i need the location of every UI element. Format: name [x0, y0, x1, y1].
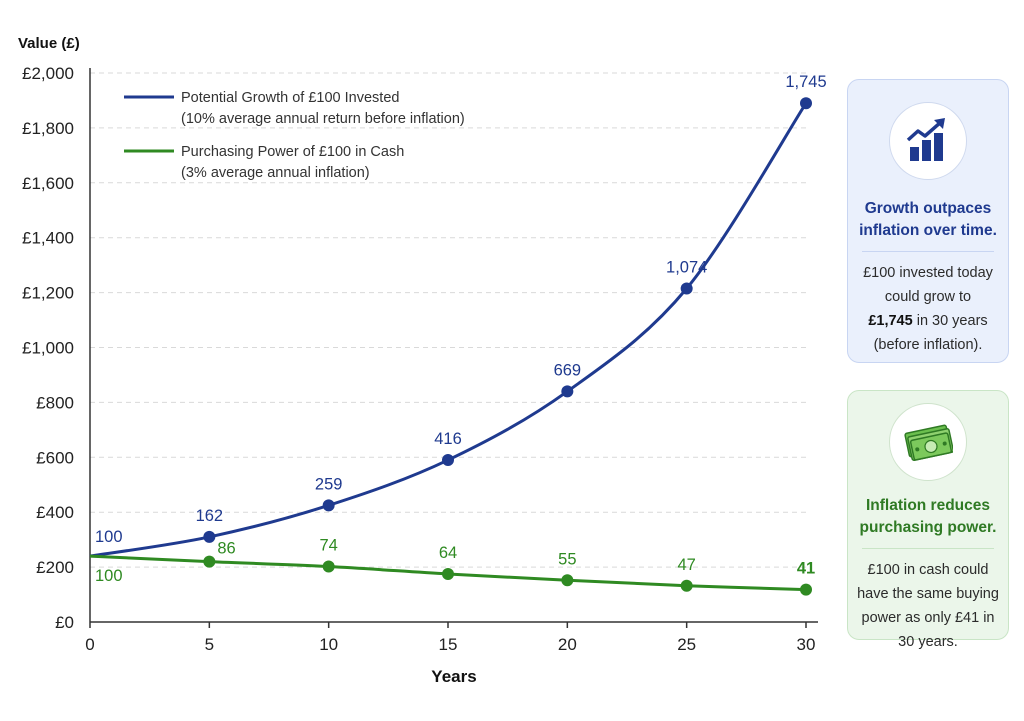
cash-data-label: 86	[217, 540, 235, 558]
x-tick-label: 10	[319, 635, 338, 654]
cash-data-label: 64	[439, 544, 457, 562]
invested-data-point	[203, 530, 216, 543]
growth-highlight-value: £1,745	[868, 313, 913, 329]
invested-data-label: 162	[196, 507, 224, 525]
cash-data-point	[442, 567, 454, 580]
bar-chart-growth-icon	[889, 102, 967, 180]
cash-data-point	[680, 579, 693, 592]
y-tick-label: £2,000	[22, 64, 74, 83]
cash-data-label: 47	[677, 556, 695, 574]
cash-data-label: 100	[95, 567, 123, 585]
invested-data-point	[442, 454, 454, 467]
x-tick-label: 25	[677, 635, 696, 654]
invested-data-label: 669	[554, 361, 582, 379]
y-tick-label: £1,000	[22, 339, 74, 358]
cash-data-label: 41	[797, 560, 815, 578]
legend-entry: Potential Growth of £100 Invested	[181, 90, 399, 106]
x-tick-label: 0	[85, 635, 94, 654]
growth-info-card: Growth outpaces inflation over time. £10…	[847, 79, 1009, 363]
growth-card-title: Growth outpaces inflation over time.	[859, 200, 997, 239]
legend-entry-note: (10% average annual return before inflat…	[181, 111, 465, 127]
y-tick-label: £800	[36, 393, 74, 412]
y-tick-label: £600	[36, 448, 74, 467]
cash-data-label: 74	[319, 537, 337, 555]
inflation-card-title: Inflation reduces purchasing power.	[859, 497, 997, 536]
growth-card-text: £100 invested today could grow to £1,745…	[863, 265, 993, 353]
card-divider	[862, 548, 994, 549]
y-tick-label: £1,400	[22, 229, 74, 248]
x-tick-label: 20	[558, 635, 577, 654]
invested-data-label: 1,074	[666, 258, 707, 276]
growth-vs-inflation-chart: £0 £200 £400 £600 £800 £1,000 £1,200 £1,400 £1,6…	[18, 35, 827, 686]
invested-data-point	[322, 499, 335, 512]
invested-data-label: 100	[95, 528, 123, 546]
y-tick-label: £1,200	[22, 284, 74, 303]
cash-data-point	[203, 555, 216, 568]
invested-data-point	[800, 97, 812, 110]
x-tick-label: 30	[797, 635, 816, 654]
invested-data-label: 416	[434, 430, 462, 448]
cash-data-point	[322, 560, 335, 573]
card-divider	[862, 251, 994, 252]
x-tick-label: 5	[205, 635, 214, 654]
cash-banknotes-icon	[889, 403, 967, 481]
invested-data-label: 259	[315, 475, 343, 493]
x-tick-label: 15	[439, 635, 458, 654]
y-tick-label: £400	[36, 503, 74, 522]
y-tick-label: £1,600	[22, 174, 74, 193]
y-tick-label: £0	[55, 613, 74, 632]
y-axis-label: Value (£)	[18, 35, 80, 52]
inflation-card-text: £100 in cash could have the same buying …	[857, 562, 999, 650]
y-tick-label: £200	[36, 558, 74, 577]
legend-entry: Purchasing Power of £100 in Cash	[181, 144, 404, 160]
cash-data-point	[561, 574, 574, 587]
legend-entry-note: (3% average annual inflation)	[181, 165, 370, 181]
cash-data-label: 55	[558, 550, 576, 568]
inflation-info-card: Inflation reduces purchasing power. £100…	[847, 390, 1009, 650]
invested-data-point	[561, 385, 574, 398]
invested-data-label: 1,745	[785, 73, 826, 91]
cash-data-point	[800, 583, 812, 596]
x-axis-label: Years	[431, 667, 476, 686]
y-tick-label: £1,800	[22, 119, 74, 138]
invested-data-point	[680, 282, 693, 295]
